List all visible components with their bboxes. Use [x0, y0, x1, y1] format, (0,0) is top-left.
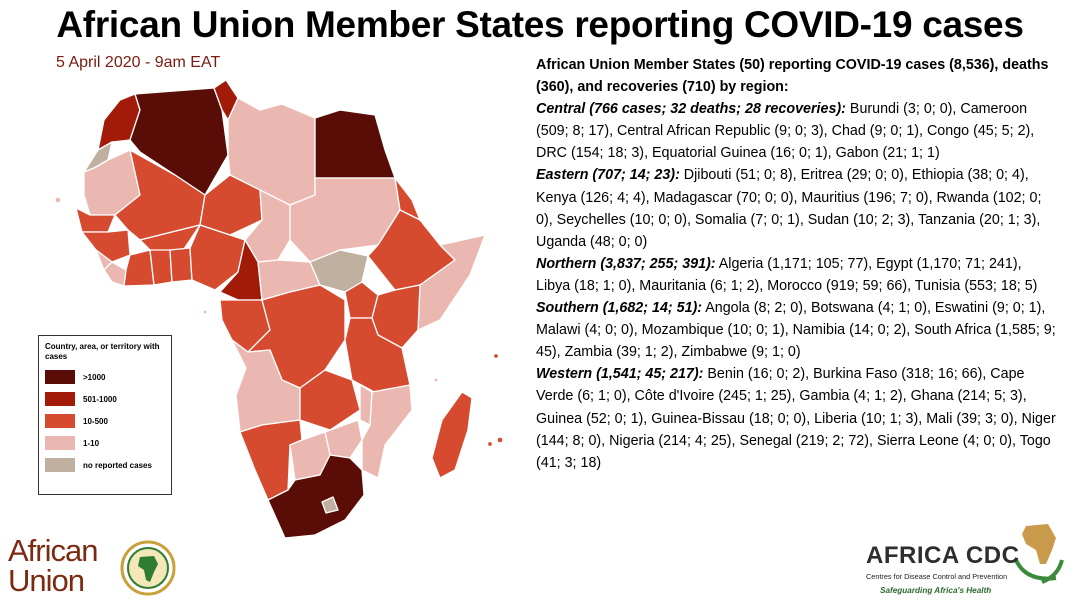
region-name: Southern (1,682; 14; 51):	[536, 300, 703, 317]
country-tanzania[interactable]	[344, 317, 411, 396]
region-name: Central (766 cases; 32 deaths; 28 recove…	[536, 101, 846, 118]
summary-headline: African Union Member States (50) reporti…	[536, 57, 1049, 96]
legend-label: >1000	[83, 372, 106, 382]
island-mauritius[interactable]	[496, 436, 504, 444]
region-block-eastern: Eastern (707; 14; 23): Djibouti (51; 0; …	[536, 164, 1056, 252]
region-text: Benin (16; 0; 2), Burkina Faso (318; 16;…	[536, 366, 1056, 471]
legend-label: 1-10	[83, 438, 100, 448]
island-sao-tome[interactable]	[202, 309, 208, 315]
country-senegal[interactable]	[75, 207, 116, 233]
island-cape-verde[interactable]	[54, 196, 62, 204]
legend-swatch	[45, 392, 75, 406]
region-text: Algeria (1,171; 105; 77), Egypt (1,170; …	[536, 255, 1038, 294]
legend-item: >1000	[45, 370, 165, 384]
cdc-subtitle: Centres for Disease Control and Preventi…	[866, 572, 1008, 581]
region-text: Burundi (3; 0; 0), Cameroon (509; 8; 17)…	[536, 101, 1035, 162]
island-reunion[interactable]	[486, 440, 494, 448]
country-south-africa[interactable]	[267, 454, 365, 539]
cdc-name: AFRICA CDC	[866, 542, 1020, 569]
legend-item: 501-1000	[45, 392, 165, 406]
map-legend: Country, area, or territory with cases >…	[38, 335, 172, 495]
region-name: Eastern (707; 14; 23):	[536, 167, 680, 184]
legend-item: 1-10	[45, 436, 165, 450]
region-block-northern: Northern (3,837; 255; 391): Algeria (1,1…	[536, 253, 1056, 297]
summary-panel: African Union Member States (50) reporti…	[536, 54, 1056, 474]
cdc-tagline: Safeguarding Africa's Health	[880, 586, 992, 595]
country-egypt[interactable]	[314, 109, 396, 179]
country-burkina-faso[interactable]	[139, 224, 201, 253]
country-togo-benin[interactable]	[169, 247, 193, 283]
region-text: Angola (8; 2; 0), Botswana (4; 1; 0), Es…	[536, 300, 1056, 361]
region-text: Djibouti (51; 0; 8), Eritrea (29; 0; 0),…	[536, 167, 1042, 250]
au-logo-line2: Union	[8, 563, 85, 598]
legend-swatch	[45, 436, 75, 450]
island-comoros[interactable]	[433, 377, 439, 383]
africa-choropleth-map	[54, 79, 504, 539]
cdc-africa-hands-icon	[1014, 524, 1064, 584]
african-union-logo: African Union	[8, 533, 176, 598]
region-block-southern: Southern (1,682; 14; 51): Angola (8; 2; …	[536, 297, 1056, 363]
country-ghana[interactable]	[149, 249, 173, 286]
country-madagascar[interactable]	[431, 391, 473, 479]
legend-swatch	[45, 458, 75, 472]
au-logo-line1: African	[8, 533, 98, 568]
region-name: Northern (3,837; 255; 391):	[536, 255, 716, 272]
region-block-western: Western (1,541; 45; 217): Benin (16; 0; …	[536, 363, 1056, 473]
legend-label: no reported cases	[83, 460, 152, 470]
page-title: African Union Member States reporting CO…	[56, 4, 1024, 45]
legend-label: 501-1000	[83, 394, 117, 404]
region-block-central: Central (766 cases; 32 deaths; 28 recove…	[536, 98, 1056, 164]
legend-swatch	[45, 414, 75, 428]
country-somalia[interactable]	[417, 234, 486, 331]
africa-cdc-logo: AFRICA CDC Centres for Disease Control a…	[866, 520, 1066, 602]
region-name: Western (1,541; 45; 217):	[536, 366, 704, 383]
report-date: 5 April 2020 - 9am EAT	[56, 54, 221, 71]
legend-label: 10-500	[83, 416, 108, 426]
legend-item: 10-500	[45, 414, 165, 428]
legend-title: Country, area, or territory with cases	[45, 342, 160, 361]
country-mozambique[interactable]	[361, 384, 413, 479]
legend-item: no reported cases	[45, 458, 165, 472]
country-lesotho[interactable]	[321, 496, 339, 514]
island-seychelles[interactable]	[492, 352, 500, 360]
au-seal-icon	[120, 540, 176, 596]
legend-swatch	[45, 370, 75, 384]
